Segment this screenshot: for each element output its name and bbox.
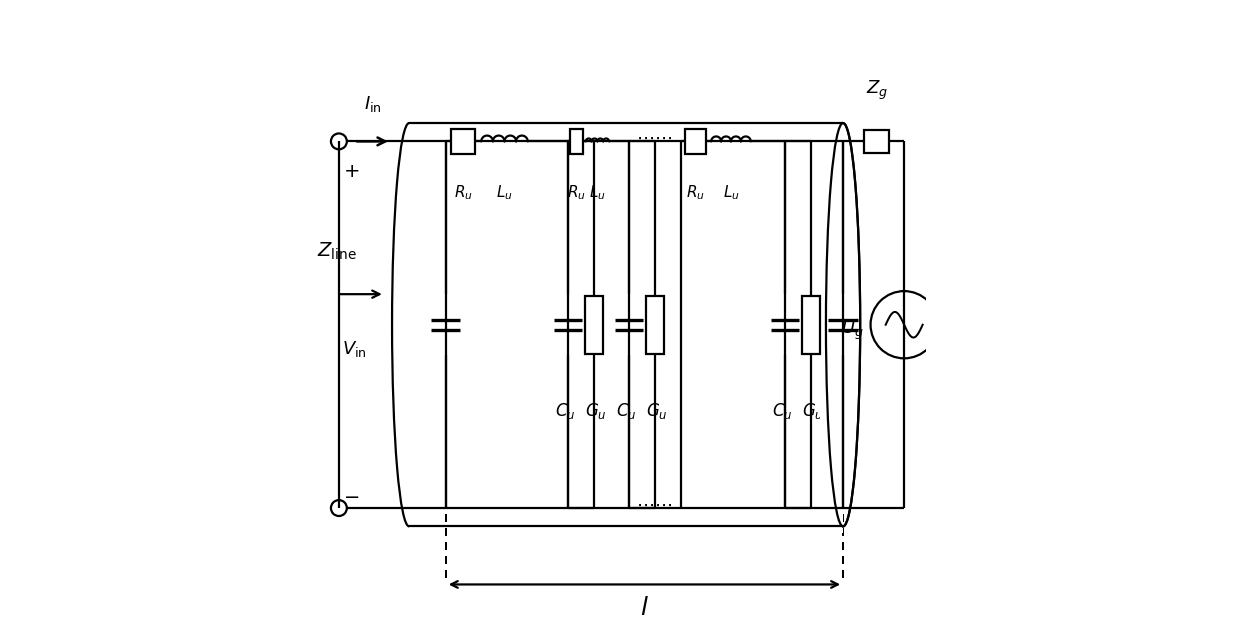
Text: $V_{\rm in}$: $V_{\rm in}$ bbox=[342, 339, 367, 359]
Text: $I_{\rm in}$: $I_{\rm in}$ bbox=[363, 94, 382, 114]
Ellipse shape bbox=[826, 123, 861, 526]
Text: $l$: $l$ bbox=[640, 597, 649, 620]
Bar bbox=[686, 129, 706, 153]
Text: $U_g$: $U_g$ bbox=[841, 319, 863, 343]
Text: $C_u$: $C_u$ bbox=[616, 401, 636, 421]
Text: $L_u$: $L_u$ bbox=[496, 183, 513, 202]
Bar bbox=[584, 296, 603, 354]
Text: $\cdots\cdots$: $\cdots\cdots$ bbox=[636, 496, 672, 514]
Text: $Z_g$: $Z_g$ bbox=[866, 78, 888, 102]
Text: $R_u$: $R_u$ bbox=[567, 183, 587, 202]
Text: $C_u$: $C_u$ bbox=[412, 315, 433, 334]
Text: $C_u$: $C_u$ bbox=[554, 401, 575, 421]
Bar bbox=[409, 117, 433, 533]
Text: $G_u$: $G_u$ bbox=[585, 401, 606, 421]
Text: $G_u$: $G_u$ bbox=[646, 401, 667, 421]
Ellipse shape bbox=[392, 123, 427, 526]
Text: $\cdots\cdots$: $\cdots\cdots$ bbox=[636, 129, 672, 147]
Bar bbox=[820, 117, 843, 533]
Bar bbox=[646, 296, 663, 354]
Text: $+$: $+$ bbox=[343, 162, 360, 182]
Text: $Z_{\rm line}$: $Z_{\rm line}$ bbox=[317, 241, 357, 262]
Bar bbox=[864, 130, 889, 153]
Text: $R_u$: $R_u$ bbox=[686, 183, 706, 202]
Text: $-$: $-$ bbox=[343, 487, 360, 505]
Text: $R_u$: $R_u$ bbox=[454, 183, 472, 202]
Bar bbox=[570, 129, 583, 153]
Text: $C_u$: $C_u$ bbox=[771, 401, 792, 421]
Text: $L_u$: $L_u$ bbox=[723, 183, 739, 202]
Bar bbox=[801, 296, 820, 354]
Bar bbox=[450, 129, 475, 153]
Text: $L_u$: $L_u$ bbox=[589, 183, 606, 202]
Text: $G_u$: $G_u$ bbox=[801, 401, 823, 421]
